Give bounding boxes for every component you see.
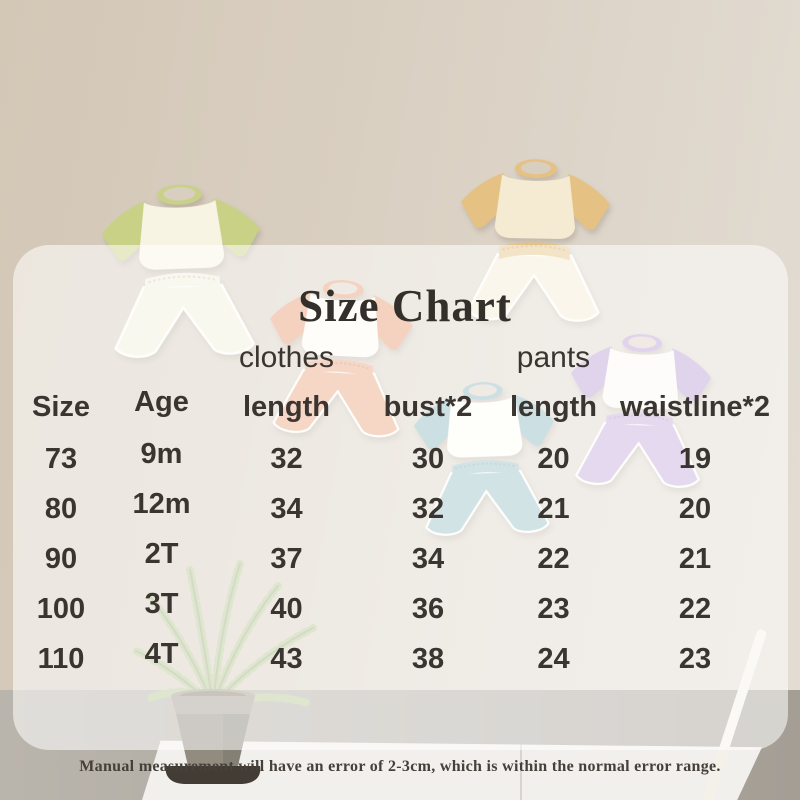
- measurement-disclaimer: Manual measurement will have an error of…: [79, 758, 721, 775]
- col-header-size: Size: [31, 390, 91, 423]
- table-row: 73 9m 32 30 20 19: [13, 434, 780, 484]
- age-cell: 3T: [144, 587, 179, 620]
- size-cell: 100: [36, 592, 86, 625]
- overlay-panel: [13, 245, 788, 750]
- pants-length-cell: 23: [537, 592, 570, 625]
- size-cell: 90: [44, 542, 78, 575]
- clothes-length-cell: 37: [270, 542, 303, 575]
- table-row: 110 4T 43 38 24 23: [13, 634, 780, 684]
- table-header-row: Size Age length bust*2 length waistline*…: [13, 380, 780, 434]
- waistline-cell: 21: [678, 542, 712, 575]
- col-header-pants-length: length: [510, 390, 597, 423]
- tee-body: [494, 174, 576, 240]
- bust-cell: 36: [411, 592, 445, 625]
- table-group-header-row: clothes pants: [13, 336, 780, 380]
- age-cell: 12m: [132, 487, 191, 520]
- group-header-clothes: clothes: [238, 341, 335, 374]
- col-header-bust: bust*2: [383, 390, 473, 423]
- age-cell: 4T: [144, 637, 179, 670]
- table-row: 90 2T 37 34 22 21: [13, 534, 780, 584]
- size-cell: 80: [44, 492, 78, 525]
- clothes-length-cell: 32: [270, 442, 303, 475]
- page-title: Size Chart: [298, 281, 512, 331]
- col-header-age: Age: [134, 385, 189, 418]
- age-cell: 2T: [144, 537, 179, 570]
- clothes-length-cell: 43: [270, 642, 303, 675]
- pants-length-cell: 24: [537, 642, 570, 675]
- group-header-pants: pants: [516, 341, 591, 374]
- pot-saucer: [165, 766, 261, 784]
- waistline-cell: 22: [678, 592, 712, 625]
- clothes-length-cell: 34: [270, 492, 303, 525]
- clothes-length-cell: 40: [270, 592, 303, 625]
- pants-length-cell: 21: [537, 492, 570, 525]
- size-table: clothes pants Size Age length bust*2 len…: [13, 336, 780, 684]
- size-cell: 73: [44, 442, 78, 475]
- bust-cell: 34: [411, 542, 445, 575]
- age-cell: 9m: [140, 437, 183, 470]
- col-header-waistline: waistline*2: [620, 390, 770, 423]
- size-cell: 110: [37, 642, 85, 675]
- col-header-clothes-length: length: [243, 390, 330, 423]
- pants-length-cell: 22: [537, 542, 570, 575]
- bust-cell: 30: [411, 442, 445, 475]
- bust-cell: 32: [411, 492, 445, 525]
- waistline-cell: 20: [678, 492, 712, 525]
- table-seam: [520, 742, 522, 800]
- bust-cell: 38: [411, 642, 445, 675]
- waistline-cell: 23: [678, 642, 712, 675]
- table-row: 100 3T 40 36 23 22: [13, 584, 780, 634]
- table-row: 80 12m 34 32 21 20: [13, 484, 780, 534]
- waistline-cell: 19: [678, 442, 712, 475]
- pants-length-cell: 20: [537, 442, 570, 475]
